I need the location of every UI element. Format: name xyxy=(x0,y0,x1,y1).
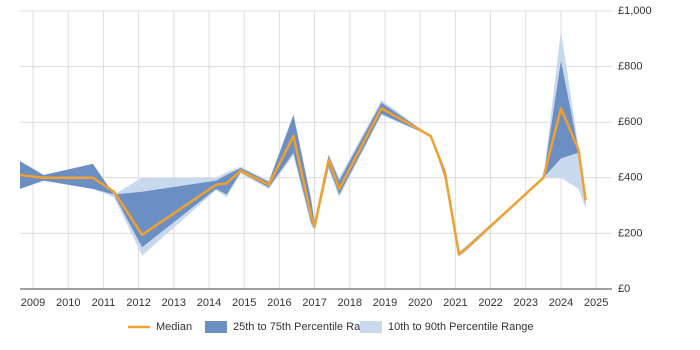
percentile-band xyxy=(20,30,586,258)
legend-swatch xyxy=(360,321,382,333)
percentile-band xyxy=(20,61,586,256)
y-tick-label: £1,000 xyxy=(618,5,652,17)
x-tick-label: 2016 xyxy=(267,297,291,309)
y-tick-label: £200 xyxy=(618,227,642,239)
x-tick-label: 2015 xyxy=(232,297,256,309)
x-tick-label: 2012 xyxy=(126,297,150,309)
x-tick-label: 2021 xyxy=(443,297,467,309)
x-tick-label: 2025 xyxy=(584,297,608,309)
x-tick-label: 2020 xyxy=(408,297,432,309)
x-tick-label: 2014 xyxy=(197,297,221,309)
median-line xyxy=(19,107,587,256)
x-tick-label: 2011 xyxy=(92,297,116,309)
legend-label: 10th to 90th Percentile Range xyxy=(388,321,534,333)
x-tick-label: 2017 xyxy=(302,297,326,309)
y-tick-label: £0 xyxy=(618,283,630,295)
x-tick-label: 2010 xyxy=(56,297,80,309)
legend-swatch xyxy=(205,321,227,333)
y-tick-label: £800 xyxy=(618,61,642,73)
x-tick-label: 2024 xyxy=(549,297,573,309)
x-tick-label: 2019 xyxy=(373,297,397,309)
y-tick-label: £400 xyxy=(618,172,642,184)
x-tick-label: 2013 xyxy=(162,297,186,309)
legend-label: 25th to 75th Percentile Range xyxy=(233,321,379,333)
x-tick-label: 2023 xyxy=(514,297,538,309)
x-tick-label: 2018 xyxy=(338,297,362,309)
x-tick-label: 2022 xyxy=(478,297,502,309)
y-tick-label: £600 xyxy=(618,116,642,128)
legend-label: Median xyxy=(156,321,192,333)
x-tick-label: 2009 xyxy=(21,297,45,309)
